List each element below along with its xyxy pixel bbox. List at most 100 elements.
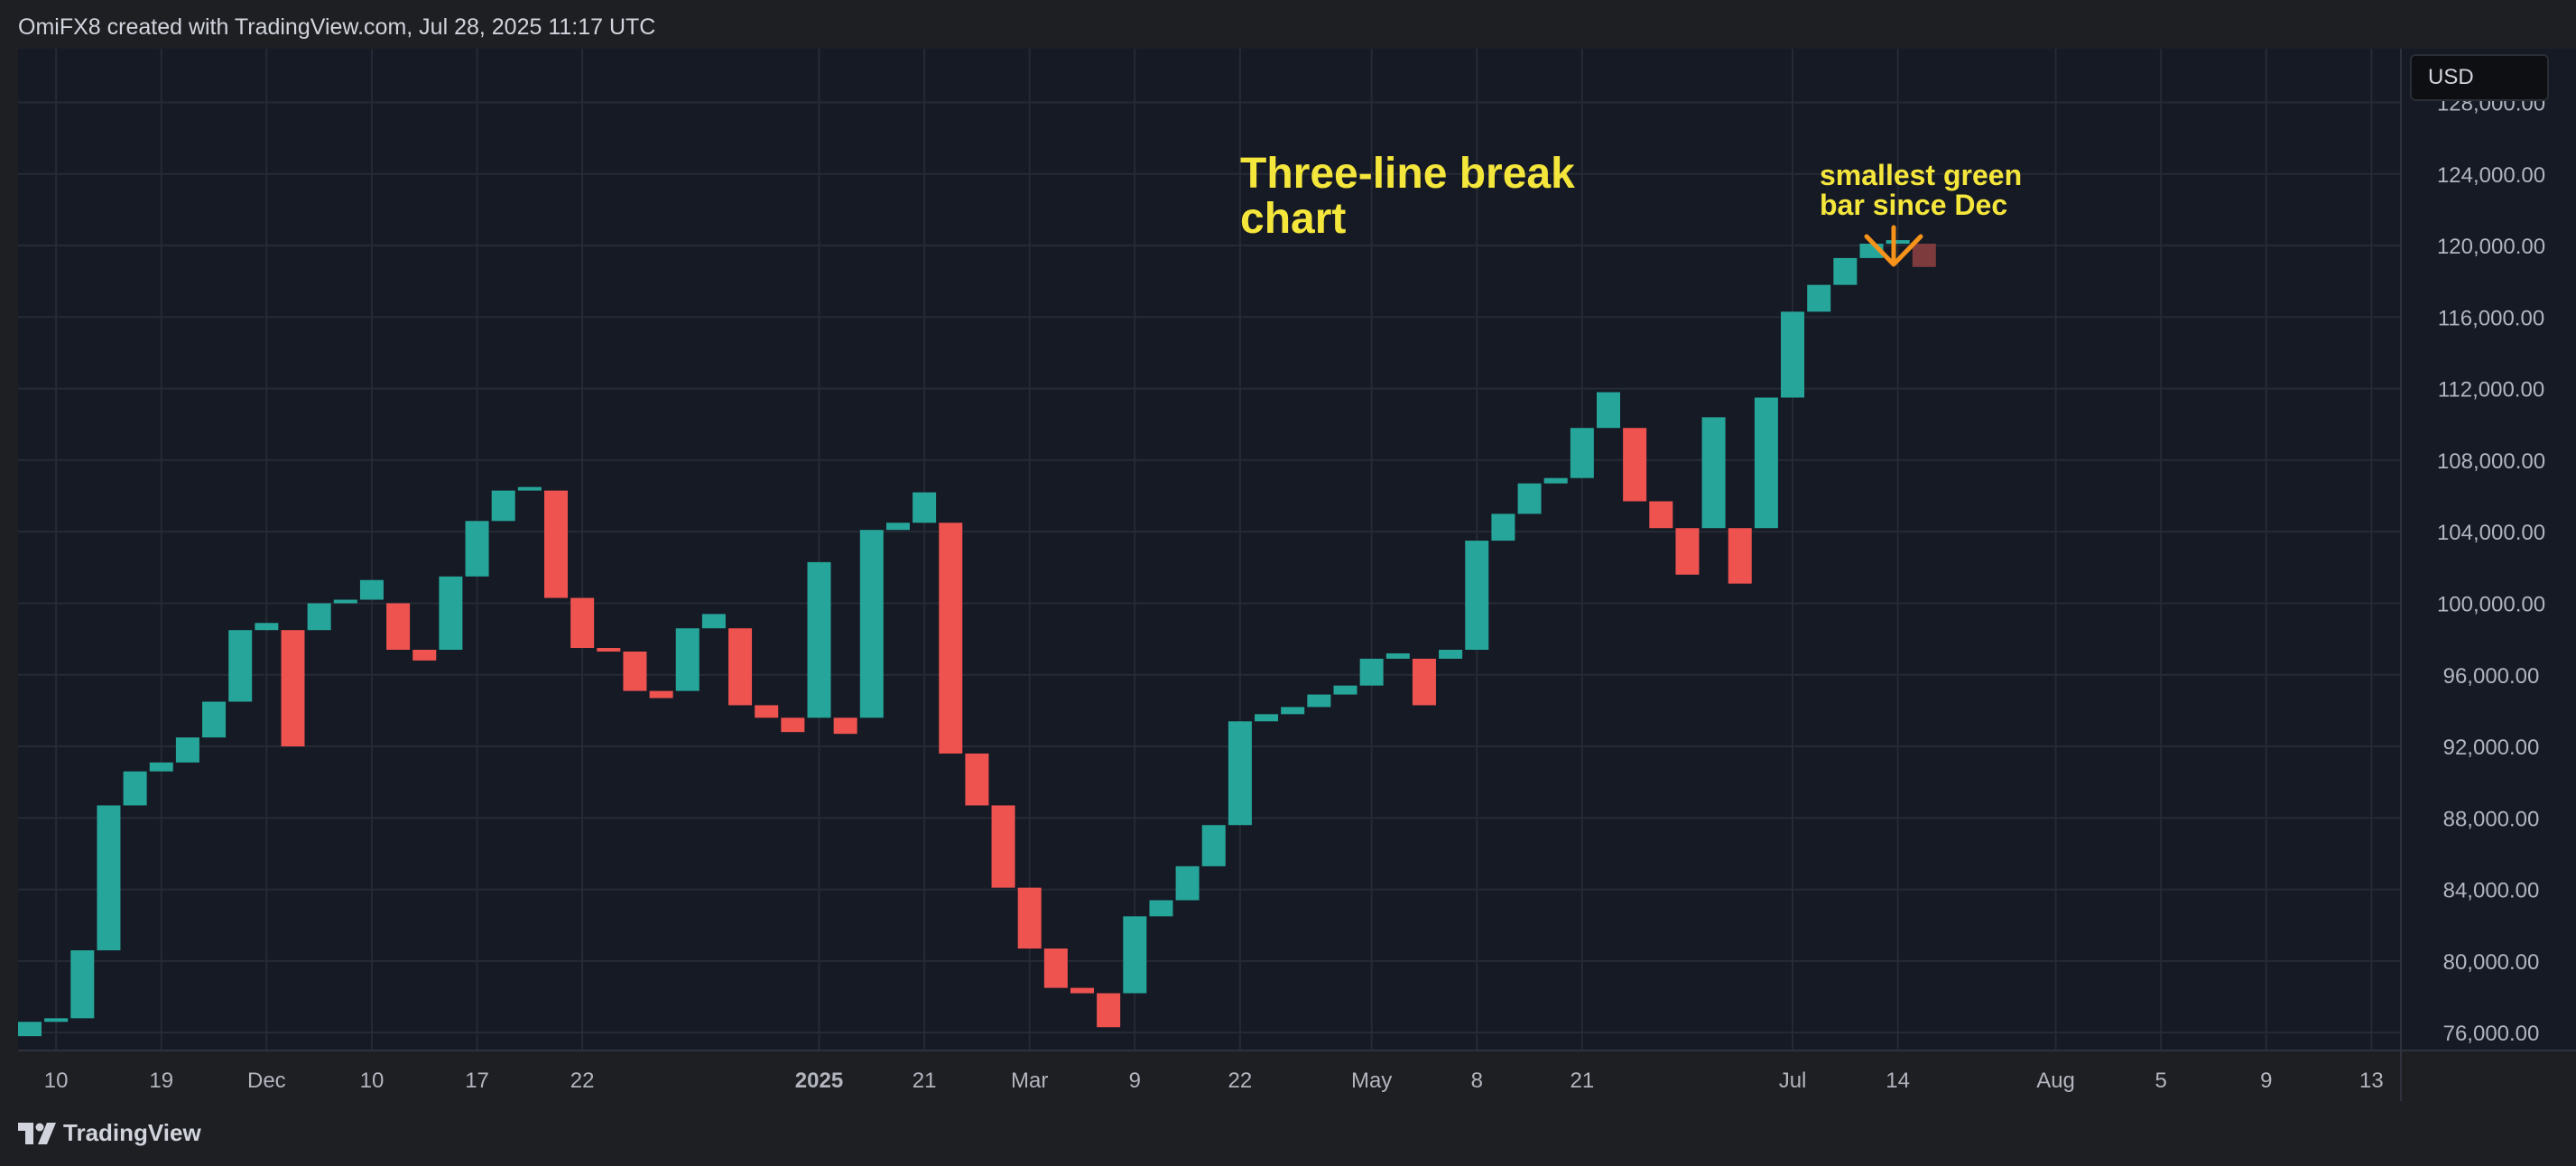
brick-down[interactable] [412, 650, 437, 661]
brick-up[interactable] [1570, 428, 1594, 478]
x-tick-label: 22 [570, 1069, 595, 1093]
brick-up[interactable] [1543, 477, 1568, 484]
brick-up[interactable] [1701, 417, 1726, 529]
brick-up[interactable] [1175, 865, 1200, 901]
brick-up[interactable] [675, 628, 700, 691]
x-tick-label: 17 [465, 1069, 489, 1093]
y-tick-label: 76,000.00 [2443, 1022, 2540, 1046]
brick-up[interactable] [1886, 240, 1910, 245]
y-tick-label: 84,000.00 [2443, 879, 2540, 903]
brick-up[interactable] [97, 805, 121, 950]
brick-down[interactable] [570, 597, 595, 649]
brick-up[interactable] [228, 630, 253, 702]
brick-up[interactable] [1385, 652, 1410, 659]
brick-down[interactable] [544, 490, 568, 598]
x-tick-label: 21 [913, 1069, 937, 1093]
brick-up[interactable] [859, 530, 884, 718]
x-tick-label: 10 [44, 1069, 69, 1093]
brick-up[interactable] [1833, 257, 1858, 285]
y-tick-label: 96,000.00 [2443, 664, 2540, 689]
brick-down[interactable] [1097, 993, 1121, 1028]
x-tick-label: 9 [1129, 1069, 1141, 1093]
brick-down[interactable] [1043, 949, 1068, 988]
brick-up[interactable] [517, 486, 542, 491]
price-axis[interactable]: 76,000.00 80,000.00 84,000.00 88,000.00 92,0… [2437, 91, 2545, 1046]
y-tick-label: 100,000.00 [2437, 592, 2545, 616]
x-tick-label: Aug [2036, 1069, 2075, 1093]
brick-up[interactable] [1781, 311, 1805, 398]
brick-up[interactable] [1491, 514, 1515, 541]
brick-up[interactable] [1359, 658, 1384, 686]
brick-down[interactable] [649, 690, 673, 699]
brick-up[interactable] [1201, 825, 1226, 866]
brick-up[interactable] [307, 603, 331, 631]
brick-up[interactable] [885, 523, 910, 531]
brick-up[interactable] [1465, 541, 1489, 650]
brick-down[interactable] [1412, 658, 1436, 706]
y-tick-label: 88,000.00 [2443, 807, 2540, 831]
brick-pending[interactable] [1912, 244, 1936, 267]
brick-down[interactable] [1728, 528, 1752, 584]
footer-bar [0, 1101, 2576, 1166]
brick-up[interactable] [1228, 721, 1252, 826]
brick-down[interactable] [1070, 987, 1094, 994]
y-tick-label: 116,000.00 [2438, 306, 2544, 330]
brick-up[interactable] [70, 950, 95, 1019]
brick-up[interactable] [913, 492, 937, 523]
brick-up[interactable] [1123, 916, 1147, 994]
x-tick-label: 5 [2154, 1069, 2166, 1093]
brick-up[interactable] [1439, 650, 1463, 659]
brick-up[interactable] [807, 561, 831, 718]
brick-up[interactable] [439, 576, 463, 650]
brick-up[interactable] [1333, 685, 1357, 695]
brick-down[interactable] [755, 705, 779, 718]
price-chart[interactable]: 76,000.00 80,000.00 84,000.00 88,000.00 92,0… [0, 0, 2576, 1101]
brick-down[interactable] [1623, 428, 1647, 502]
brick-up[interactable] [255, 623, 279, 631]
brick-down[interactable] [1017, 887, 1042, 949]
brick-up[interactable] [18, 1022, 42, 1037]
brick-up[interactable] [202, 701, 227, 738]
brick-down[interactable] [1675, 528, 1700, 575]
brick-up[interactable] [359, 579, 384, 600]
time-axis[interactable]: 10 19 Dec 10 17 22 2025 21 Mar 9 22 May 8 21 Jul 14 Aug 5… [44, 1069, 2384, 1093]
brick-up[interactable] [465, 521, 489, 577]
grid-lines [18, 49, 2401, 1050]
brick-up[interactable] [701, 614, 726, 629]
brick-down[interactable] [597, 648, 621, 652]
brick-down[interactable] [991, 805, 1015, 888]
x-tick-label: 14 [1886, 1069, 1910, 1093]
brick-down[interactable] [965, 753, 989, 806]
brick-up[interactable] [491, 490, 515, 522]
brick-down[interactable] [281, 630, 305, 747]
brick-up[interactable] [1517, 483, 1542, 514]
brick-up[interactable] [1597, 392, 1620, 429]
chart-annotation-title: Three-line break chart [1240, 150, 1575, 243]
tradingview-brand[interactable]: TradingView [18, 1119, 201, 1147]
y-tick-label: 124,000.00 [2437, 163, 2545, 188]
brick-up[interactable] [333, 599, 357, 604]
brick-up[interactable] [123, 771, 147, 806]
brick-down[interactable] [728, 628, 753, 706]
brick-down[interactable] [1649, 501, 1673, 529]
brick-up[interactable] [1754, 397, 1778, 529]
brick-up[interactable] [44, 1018, 69, 1023]
x-tick-label: 9 [2260, 1069, 2272, 1093]
brick-down[interactable] [781, 717, 805, 733]
created-by-text: OmiFX8 created with TradingView.com, Jul… [18, 14, 656, 40]
brick-up[interactable] [175, 737, 199, 763]
y-tick-label: 112,000.00 [2438, 378, 2544, 403]
brick-up[interactable] [1281, 707, 1305, 715]
currency-button[interactable]: USD [2410, 54, 2549, 101]
brick-up[interactable] [1149, 900, 1173, 917]
brick-down[interactable] [939, 523, 963, 754]
axis-background [2401, 49, 2576, 1050]
brick-up[interactable] [1307, 694, 1331, 708]
brick-down[interactable] [386, 603, 411, 650]
brick-up[interactable] [1807, 284, 1831, 312]
brick-up[interactable] [149, 762, 173, 772]
brick-down[interactable] [623, 651, 647, 691]
bricks-layer [18, 240, 1936, 1037]
brick-up[interactable] [1255, 714, 1279, 722]
brick-down[interactable] [833, 717, 857, 735]
